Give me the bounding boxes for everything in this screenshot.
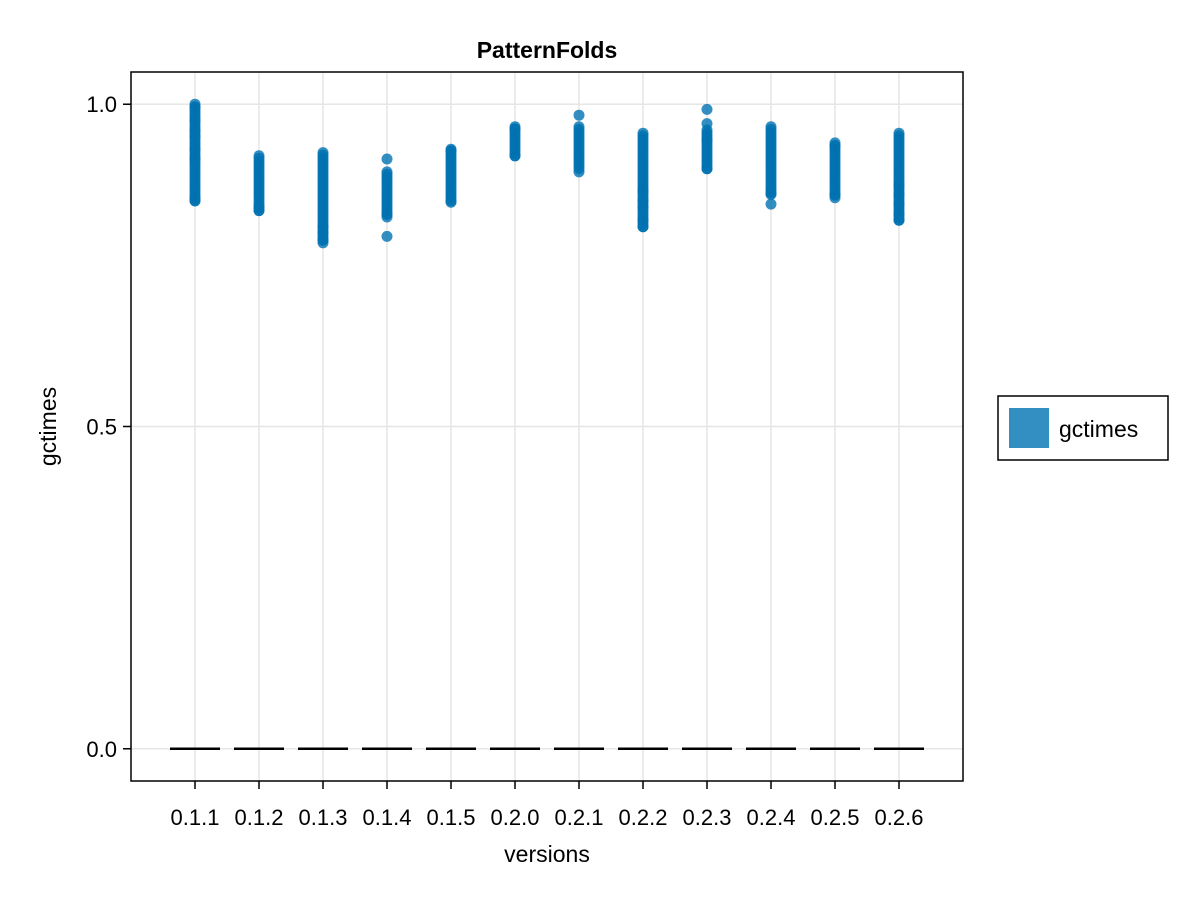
- y-axis-label: gctimes: [35, 387, 61, 466]
- x-axis-label: versions: [504, 841, 590, 867]
- chart-title: PatternFolds: [477, 37, 618, 63]
- x-tick-label: 0.1.1: [171, 805, 220, 830]
- data-point: [317, 147, 329, 159]
- x-tick-label: 0.2.5: [811, 805, 860, 830]
- data-point: [189, 143, 201, 155]
- x-tick-label: 0.2.3: [683, 805, 732, 830]
- x-tick-label: 0.2.6: [875, 805, 924, 830]
- data-point: [573, 109, 585, 121]
- y-tick-label: 0.0: [86, 737, 117, 762]
- data-point: [829, 140, 841, 152]
- x-tick-label: 0.2.0: [491, 805, 540, 830]
- data-point: [765, 198, 777, 210]
- y-tick-label: 0.5: [86, 415, 117, 440]
- data-point: [701, 163, 713, 175]
- data-point: [765, 121, 777, 133]
- data-point: [445, 145, 457, 157]
- data-point: [701, 103, 713, 115]
- data-point: [253, 205, 265, 217]
- legend-swatch: [1009, 408, 1049, 448]
- scatter-points: [189, 98, 905, 249]
- data-point: [189, 131, 201, 142]
- data-point: [573, 166, 585, 178]
- x-tick-label: 0.1.2: [235, 805, 284, 830]
- x-tick-label: 0.2.4: [747, 805, 796, 830]
- data-point: [381, 166, 393, 178]
- data-point: [381, 208, 393, 220]
- data-point: [893, 179, 905, 191]
- data-point: [189, 192, 201, 204]
- legend: gctimes: [997, 395, 1169, 461]
- x-tick-label: 0.2.1: [555, 805, 604, 830]
- data-point: [893, 127, 905, 139]
- data-point: [381, 230, 393, 242]
- data-point: [893, 189, 905, 200]
- data-point: [189, 114, 201, 126]
- x-tick-label: 0.1.5: [427, 805, 476, 830]
- data-point: [893, 198, 905, 210]
- data-point: [765, 187, 777, 199]
- data-point: [509, 123, 521, 135]
- data-point: [701, 134, 713, 146]
- axis-ticks: 0.1.1 0.1.2 0.1.3 0.1.4 0.1.5 0.2.0 0.2.1 0.2.2…: [86, 92, 923, 830]
- data-point: [189, 153, 201, 165]
- data-point: [637, 221, 649, 233]
- data-point: [189, 102, 201, 113]
- data-point: [573, 121, 585, 133]
- data-point: [637, 185, 649, 197]
- data-point: [317, 221, 329, 233]
- data-point: [829, 189, 841, 200]
- x-tick-label: 0.1.3: [299, 805, 348, 830]
- data-point: [509, 150, 521, 162]
- legend-label: gctimes: [1059, 416, 1138, 442]
- y-tick-label: 1.0: [86, 92, 117, 117]
- data-point: [637, 127, 649, 139]
- data-point: [637, 195, 649, 207]
- x-tick-label: 0.1.4: [363, 805, 412, 830]
- data-point: [701, 118, 713, 130]
- x-tick-label: 0.2.2: [619, 805, 668, 830]
- data-point: [893, 208, 905, 220]
- data-point: [253, 150, 265, 162]
- data-point: [445, 196, 457, 208]
- data-point: [381, 153, 393, 165]
